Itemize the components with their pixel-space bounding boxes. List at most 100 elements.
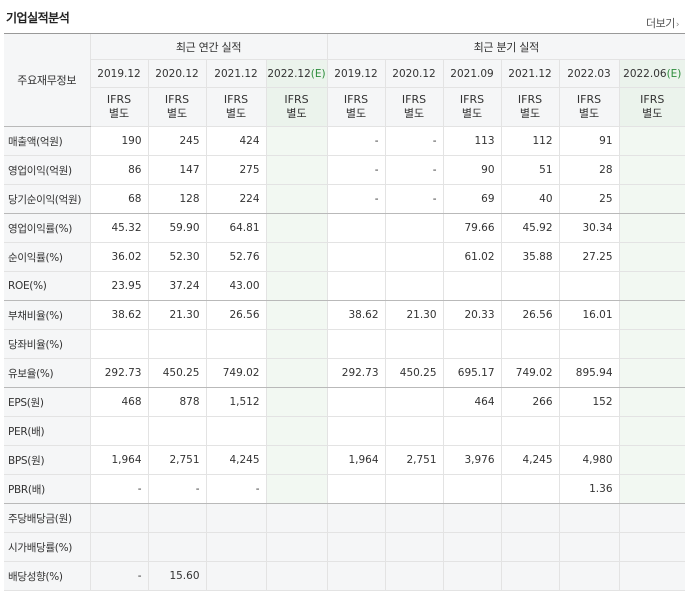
table-cell [619, 213, 685, 243]
table-cell [501, 532, 560, 562]
ifrs-line1: IFRS [517, 93, 543, 106]
row-label: BPS(원) [4, 445, 91, 475]
table-cell: 90 [443, 155, 502, 185]
table-cell [266, 213, 328, 243]
table-cell: 878 [148, 387, 207, 417]
table-cell: 23.95 [90, 271, 149, 301]
accounting-standard-header: IFRS 별도 [206, 87, 267, 127]
period-label: 2020.12 [155, 67, 199, 80]
ifrs-line1: IFRS [576, 93, 602, 106]
table-cell [559, 329, 620, 359]
table-cell [326, 213, 386, 243]
table-cell [443, 503, 502, 533]
table-cell [559, 416, 620, 446]
period-header: 2021.09 [443, 59, 502, 88]
period-label: 2019.12 [334, 67, 378, 80]
period-header: 2020.12 [385, 59, 444, 88]
table-cell [443, 474, 502, 504]
table-cell [90, 532, 149, 562]
table-cell [501, 271, 560, 301]
table-cell [559, 503, 620, 533]
table-cell: 1,964 [326, 445, 386, 475]
table-cell: 38.62 [326, 300, 386, 330]
table-cell: 266 [501, 387, 560, 417]
row-label: 배당성향(%) [4, 561, 91, 591]
table-row: 매출액(억원) 190 245 424- -113 112 91 [4, 126, 685, 156]
period-label: 2021.12 [508, 67, 552, 80]
table-cell [501, 474, 560, 504]
table-cell [385, 532, 444, 562]
table-cell: 113 [443, 126, 502, 156]
table-cell [206, 503, 267, 533]
table-cell [619, 561, 685, 591]
ifrs-line2: 별도 [461, 107, 483, 120]
table-row: EPS(원) 468 878 1,512 464 266 152 [4, 387, 685, 417]
table-cell: 64.81 [206, 213, 267, 243]
table-cell [385, 213, 444, 243]
table-cell [385, 416, 444, 446]
ifrs-line2: 별도 [578, 107, 600, 120]
group-quarter-header: 최근 분기 실적 [326, 34, 685, 60]
table-cell: 152 [559, 387, 620, 417]
table-cell [443, 271, 502, 301]
table-cell [266, 155, 328, 185]
table-cell [326, 474, 386, 504]
table-cell [266, 126, 328, 156]
table-cell: 52.76 [206, 242, 267, 272]
corner-header: 주요재무정보 [4, 34, 91, 127]
table-cell [385, 561, 444, 591]
table-cell [266, 184, 328, 214]
table-cell: 1,512 [206, 387, 267, 417]
table-cell: 16.01 [559, 300, 620, 330]
table-cell: 4,245 [501, 445, 560, 475]
table-cell: 86 [90, 155, 149, 185]
table-cell [326, 387, 386, 417]
period-label: 2021.12 [214, 67, 258, 80]
ifrs-line1: IFRS [459, 93, 485, 106]
period-label: 2019.12 [97, 67, 141, 80]
table-cell [501, 561, 560, 591]
table-row: 순이익률(%) 36.02 52.30 52.76 61.02 35.88 27.25 [4, 242, 685, 272]
table-cell: - [90, 561, 149, 591]
table-cell [148, 503, 207, 533]
ifrs-line1: IFRS [640, 93, 665, 106]
period-label: 2021.09 [450, 67, 494, 80]
table-cell [559, 561, 620, 591]
period-label: 2020.12 [392, 67, 436, 80]
table-top-border [4, 33, 685, 34]
table-cell [385, 329, 444, 359]
table-cell: 2,751 [148, 445, 207, 475]
table-cell: 695.17 [443, 358, 502, 388]
ifrs-line2: 별도 [403, 107, 425, 120]
table-row: ROE(%) 23.95 37.24 43.00 [4, 271, 685, 301]
table-cell: 68 [90, 184, 149, 214]
accounting-standard-header: IFRS 별도 [443, 87, 502, 127]
table-cell: 37.24 [148, 271, 207, 301]
estimate-mark: (E) [666, 67, 682, 80]
accounting-standard-header: IFRS 별도 [385, 87, 444, 127]
table-cell: 895.94 [559, 358, 620, 388]
row-label: 영업이익률(%) [4, 213, 91, 243]
table-cell [619, 474, 685, 504]
table-cell: - [326, 184, 386, 214]
table-cell [385, 271, 444, 301]
table-cell: 25 [559, 184, 620, 214]
table-cell [148, 532, 207, 562]
table-cell: 224 [206, 184, 267, 214]
table-cell [443, 532, 502, 562]
period-header: 2019.12 [326, 59, 386, 88]
table-cell [501, 416, 560, 446]
table-cell [206, 329, 267, 359]
table-cell: 450.25 [385, 358, 444, 388]
table-cell [619, 532, 685, 562]
table-cell: 464 [443, 387, 502, 417]
table-cell [619, 358, 685, 388]
table-cell: 51 [501, 155, 560, 185]
more-link[interactable]: 더보기› [646, 15, 680, 31]
table-cell: 69 [443, 184, 502, 214]
section-title: 기업실적분석 [6, 11, 70, 25]
table-cell [266, 474, 328, 504]
table-row: 유보율(%) 292.73 450.25 749.02 292.73 450.25 695.… [4, 358, 685, 388]
table-cell [266, 300, 328, 330]
table-cell: 292.73 [90, 358, 149, 388]
